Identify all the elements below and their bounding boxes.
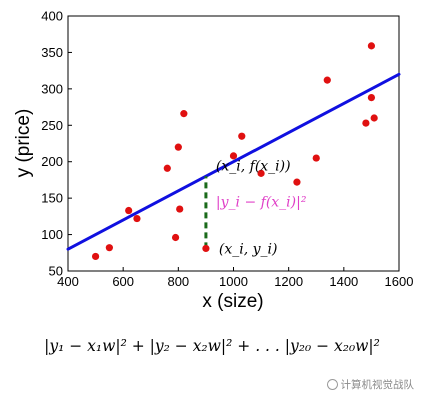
data-point: [91, 252, 100, 261]
x-tick-label: 1200: [274, 274, 303, 289]
data-point: [293, 178, 301, 186]
data-point: [367, 42, 376, 50]
y-axis-title: y (price): [13, 109, 34, 178]
x-tick-label: 1400: [329, 274, 358, 289]
y-tick-label: 50: [49, 264, 63, 279]
y-tick-label: 200: [41, 154, 63, 169]
data-point: [125, 206, 133, 215]
x-tick-label: 600: [112, 274, 134, 289]
data-point: [176, 205, 184, 213]
x-axis-title: x (size): [202, 291, 263, 312]
axis-ticks: 400 600 800 1000 1200 1400 1600 50 100 150 200 250 3…: [41, 9, 413, 290]
data-point: [229, 152, 238, 160]
data-point: [163, 164, 171, 172]
x-tick-label: 800: [167, 274, 189, 289]
data-point: [174, 143, 182, 151]
y-tick-label: 100: [41, 227, 63, 242]
y-tick-label: 250: [41, 118, 63, 133]
data-point: [367, 94, 376, 102]
data-point-label: (x_i, y_i): [219, 241, 278, 257]
data-points: [91, 42, 378, 261]
fit-line-group: [66, 72, 401, 251]
y-tick-label: 400: [41, 9, 63, 24]
loss-formula: |y₁ − x₁w|² + |y₂ − x₂w|² + . . . |y₂₀ −…: [44, 337, 380, 355]
data-point: [362, 119, 370, 127]
data-point: [323, 76, 331, 84]
data-point: [370, 114, 378, 122]
x-tick-label: 1000: [219, 274, 248, 289]
regression-line: [66, 72, 401, 251]
x-tick-label: 400: [57, 274, 79, 289]
y-tick-label: 300: [41, 81, 63, 96]
watermark: 计算机视觉战队: [326, 377, 415, 392]
x-tick-label: 1600: [385, 274, 414, 289]
wechat-icon: [326, 379, 338, 390]
data-point: [238, 132, 246, 140]
annotations: (x_i, f(x_i)) |y_i − f(x_i)|² (x_i, y_i): [216, 158, 307, 257]
watermark-text: 计算机视觉战队: [340, 379, 415, 391]
plot-frame: [67, 15, 400, 272]
data-point: [257, 169, 265, 177]
data-point: [133, 214, 141, 223]
data-point: [202, 244, 210, 253]
data-point: [171, 233, 180, 242]
data-point: [105, 244, 113, 252]
data-point: [312, 154, 320, 162]
residual-label: |y_i − f(x_i)|²: [216, 194, 307, 210]
y-tick-label: 150: [41, 191, 63, 206]
data-point: [180, 110, 188, 118]
y-tick-label: 350: [41, 45, 63, 60]
fit-point-label: (x_i, f(x_i)): [216, 158, 291, 174]
